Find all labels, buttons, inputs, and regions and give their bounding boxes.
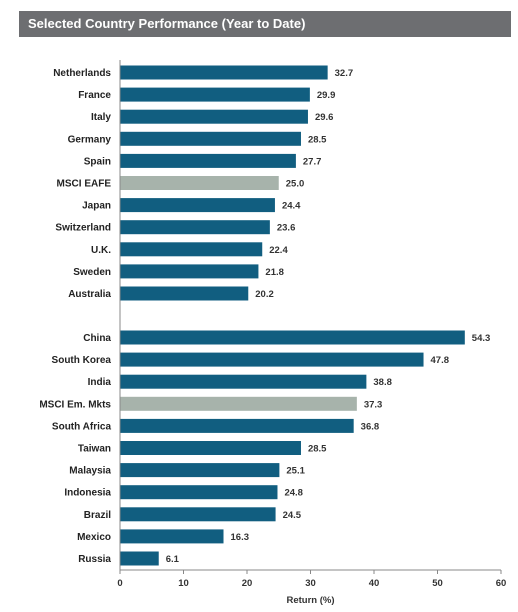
bar — [120, 286, 249, 301]
category-label: China — [83, 333, 111, 344]
bar — [120, 198, 275, 213]
bar — [120, 65, 328, 80]
value-label: 28.5 — [308, 134, 327, 145]
category-label: Spain — [84, 156, 111, 167]
x-tick-label: 0 — [117, 578, 122, 589]
value-label: 47.8 — [431, 355, 450, 366]
bar — [120, 131, 301, 146]
x-tick-label: 10 — [178, 578, 189, 589]
category-label: Indonesia — [64, 488, 111, 499]
x-tick-label: 30 — [305, 578, 316, 589]
bar — [120, 242, 263, 257]
x-tick-label: 50 — [432, 578, 443, 589]
category-label: Japan — [82, 201, 111, 212]
bar — [120, 507, 276, 522]
chart-title: Selected Country Performance (Year to Da… — [28, 16, 306, 31]
category-label: India — [88, 377, 112, 388]
x-tick-label: 20 — [242, 578, 253, 589]
value-label: 6.1 — [166, 554, 180, 565]
value-label: 38.8 — [373, 377, 392, 388]
bar — [120, 551, 159, 566]
index-bar — [120, 176, 279, 190]
category-label: Italy — [91, 112, 111, 123]
value-label: 32.7 — [335, 68, 354, 79]
value-label: 29.9 — [317, 90, 336, 101]
bar — [120, 330, 465, 345]
value-label: 37.3 — [364, 399, 383, 410]
index-bar — [120, 396, 357, 411]
category-label: Mexico — [77, 532, 111, 543]
value-label: 16.3 — [231, 532, 250, 543]
value-label: 20.2 — [255, 289, 274, 300]
bar — [120, 352, 424, 367]
category-label: France — [78, 90, 111, 101]
value-label: 24.8 — [284, 488, 303, 499]
category-label: Taiwan — [78, 444, 111, 455]
value-label: 24.4 — [282, 201, 301, 212]
category-label: Russia — [78, 554, 111, 565]
x-tick-label: 40 — [369, 578, 380, 589]
value-label: 36.8 — [361, 421, 380, 432]
x-tick-label: 60 — [496, 578, 507, 589]
bar — [120, 153, 296, 168]
bar — [120, 485, 278, 500]
bar — [120, 87, 310, 102]
category-label: Sweden — [73, 267, 111, 278]
bar — [120, 441, 301, 455]
category-label: Germany — [68, 134, 112, 145]
x-axis-title: Return (%) — [286, 595, 334, 606]
bar — [120, 264, 259, 279]
category-label: Netherlands — [53, 68, 111, 79]
bar — [120, 109, 308, 124]
category-label: South Africa — [52, 421, 112, 432]
value-label: 24.5 — [283, 510, 302, 521]
category-label: Brazil — [84, 510, 111, 521]
value-label: 27.7 — [303, 156, 322, 167]
bar — [120, 374, 367, 389]
value-label: 21.8 — [265, 267, 284, 278]
value-label: 29.6 — [315, 112, 334, 123]
bar — [120, 463, 280, 478]
category-label: South Korea — [52, 355, 112, 366]
category-label: Switzerland — [55, 223, 111, 234]
value-label: 25.1 — [286, 466, 305, 477]
bar — [120, 220, 270, 235]
value-label: 22.4 — [269, 245, 288, 256]
value-label: 25.0 — [286, 179, 305, 190]
bar — [120, 418, 354, 433]
category-label: Malaysia — [69, 466, 111, 477]
value-label: 54.3 — [472, 333, 491, 344]
value-label: 28.5 — [308, 444, 327, 455]
value-label: 23.6 — [277, 223, 296, 234]
category-label: MSCI Em. Mkts — [39, 399, 111, 410]
bar — [120, 529, 224, 544]
category-label: U.K. — [91, 245, 111, 256]
category-label: Australia — [68, 289, 111, 300]
category-label: MSCI EAFE — [57, 179, 112, 190]
chart-title-bar: Selected Country Performance (Year to Da… — [19, 11, 511, 37]
